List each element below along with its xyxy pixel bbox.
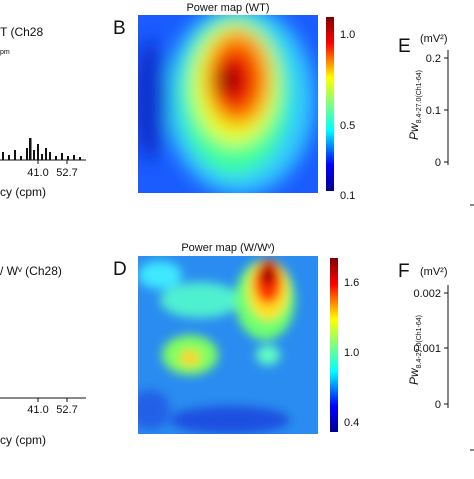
y-tick-label: 0.2 (426, 53, 441, 65)
colorbar-tick: 1.0 (344, 347, 359, 359)
y-tick-label: 0.001 (413, 343, 441, 355)
colorbar (330, 258, 338, 432)
heatmap (138, 15, 318, 193)
panel-label: F (398, 261, 410, 282)
panel-subtitle: pm (0, 49, 10, 56)
panel-d: D Power map (W/Wᵛ) 1.6 1.0 0.4 (113, 242, 359, 434)
x-tick-label: 41.0 (27, 404, 48, 416)
panel-title: Power map (W/Wᵛ) (181, 242, 274, 254)
colorbar-tick: 1.6 (344, 277, 359, 289)
y-axis-label: Pw8.4-27.0(Ch1-64) (407, 70, 423, 140)
x-tick-label: 52.7 (56, 167, 77, 179)
panel-f: F (mV²) 0.002 0.001 0 Pw8.4-27.0(Ch1-64) (398, 261, 474, 451)
panel-label: D (113, 259, 127, 280)
y-label-sub: 8.4-27.0(Ch1-64) (416, 70, 423, 123)
panel-title: / Wᵛ (Ch28) (0, 264, 62, 278)
colorbar-tick: 0.5 (340, 120, 355, 132)
unit-label: (mV²) (420, 266, 448, 278)
panel-label: E (398, 36, 411, 57)
panel-title: T (Ch28 (0, 25, 43, 39)
colorbar-tick: 0.4 (344, 417, 359, 429)
spectrum-bars (2, 138, 81, 160)
colorbar-tick: 0.1 (340, 190, 355, 202)
panel-a: T (Ch28 pm 41.0 52.7 cy (cpm) (0, 25, 86, 199)
panel-e: E (mV²) 0.2 0.1 0 Pw8.4-27.0(Ch1-64) (398, 33, 474, 206)
y-tick-label: 0 (435, 399, 441, 411)
x-tick-label: 41.0 (27, 167, 48, 179)
x-tick-label: 52.7 (56, 404, 77, 416)
y-tick-label: 0.1 (426, 105, 441, 117)
y-tick-label: 0.002 (413, 288, 441, 300)
panel-title: Power map (WT) (186, 2, 269, 14)
colorbar (326, 17, 334, 191)
x-axis-label: cy (cpm) (0, 185, 46, 199)
y-label-main: Pw (407, 122, 421, 140)
y-axis-label: Pw8.4-27.0(Ch1-64) (407, 315, 423, 385)
colorbar-tick: 1.0 (340, 29, 355, 41)
y-tick-label: 0 (435, 157, 441, 169)
panel-label: B (113, 18, 126, 39)
y-label-sub: 8.4-27.0(Ch1-64) (416, 315, 423, 368)
panel-c: / Wᵛ (Ch28) 41.0 52.7 cy (cpm) (0, 264, 86, 447)
unit-label: (mV²) (420, 33, 448, 45)
y-label-main: Pw (407, 367, 421, 385)
panel-b: B Power map (WT) 1.0 0.5 0.1 (113, 2, 355, 202)
x-axis-label: cy (cpm) (0, 433, 46, 447)
heatmap (138, 256, 318, 434)
